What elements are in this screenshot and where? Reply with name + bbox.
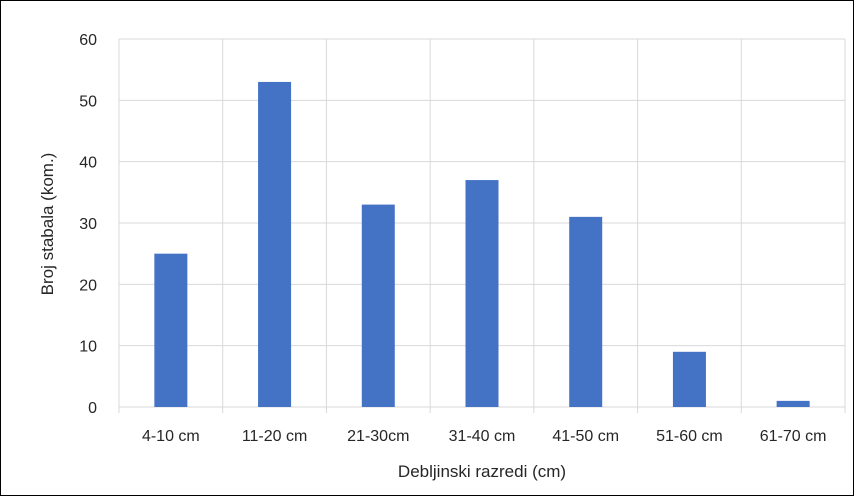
x-tick-label: 21-30cm [347,428,409,445]
y-tick-label: 0 [88,400,97,417]
y-axis-ticks: 0 10 20 30 40 50 60 [79,32,97,417]
bar-series [154,81,810,407]
bar [672,351,706,407]
grid-lines [118,38,846,413]
x-tick-label: 4-10 cm [142,428,200,445]
x-tick-label: 51-60 cm [656,428,723,445]
x-axis-title: Debljinski razredi (cm) [398,462,566,481]
bar [569,216,603,407]
x-axis-ticks: 4-10 cm 11-20 cm 21-30cm 31-40 cm 41-50 cm 51… [142,428,827,445]
y-tick-label: 60 [79,32,97,49]
y-tick-label: 30 [79,216,97,233]
bar [154,253,188,407]
bar [776,400,810,407]
y-tick-label: 20 [79,277,97,294]
bar [465,180,499,407]
x-tick-label: 31-40 cm [449,428,516,445]
x-tick-label: 61-70 cm [760,428,827,445]
y-tick-label: 40 [79,155,97,172]
bar [361,204,395,407]
x-tick-label: 11-20 cm [242,428,308,445]
bar [258,81,292,407]
y-tick-label: 50 [79,93,97,110]
y-tick-label: 10 [79,339,97,356]
x-tick-label: 41-50 cm [552,428,619,445]
y-axis-title: Broj stabala (kom.) [38,153,57,296]
